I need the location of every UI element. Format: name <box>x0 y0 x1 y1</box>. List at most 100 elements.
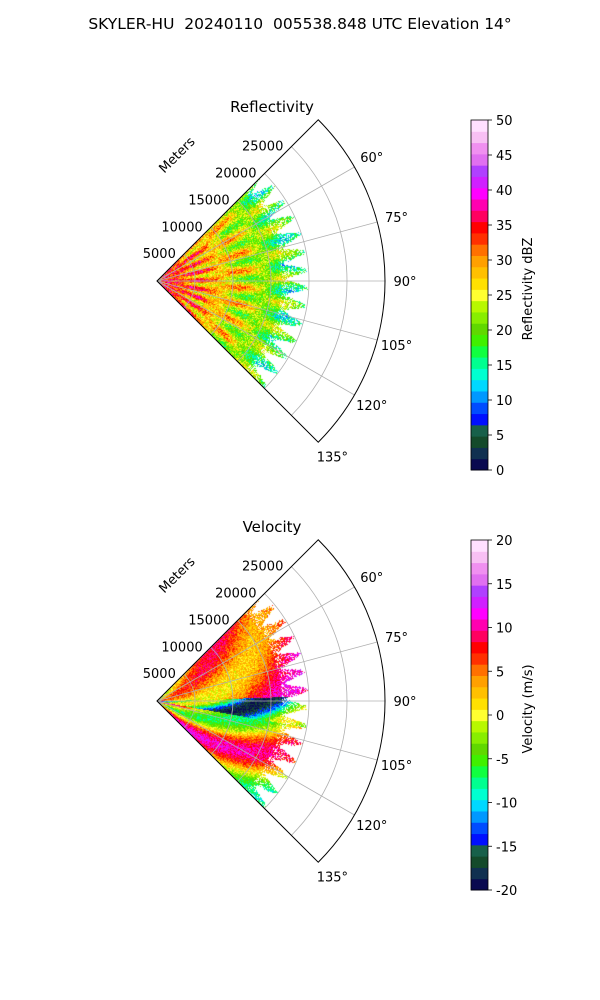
sector-frame <box>156 119 386 443</box>
colorbar-segment <box>471 424 488 437</box>
radar-data-field <box>157 173 309 389</box>
colorbar-segment <box>471 585 488 597</box>
colorbar-segment <box>471 810 488 823</box>
colorbar-segment <box>471 540 488 552</box>
colorbar-segment <box>471 199 488 211</box>
theta-tick-label: 75° <box>385 631 408 646</box>
colorbar-segment <box>471 323 488 336</box>
colorbar-segment <box>471 334 488 347</box>
sector-frame <box>156 539 386 863</box>
theta-tick-label: 60° <box>360 151 383 166</box>
colorbar-segment <box>471 300 488 313</box>
colorbar: -20 -15 -10 -5 0 5 10 15 20 <box>470 534 517 899</box>
colorbar-tick-label: 40 <box>496 184 513 199</box>
colorbar-segment <box>471 345 488 358</box>
colorbar-segment <box>471 221 488 234</box>
range-ring <box>264 593 310 809</box>
colorbar-segment <box>471 458 488 471</box>
range-tick-label: 25000 <box>242 560 283 575</box>
colorbar-tick-label: 30 <box>496 254 513 269</box>
colorbar-segment <box>471 630 488 643</box>
range-tick-label: 20000 <box>215 587 256 602</box>
colorbar-segment <box>471 664 488 676</box>
theta-tick-label: 135° <box>317 450 348 465</box>
colorbar-segment <box>471 278 488 290</box>
colorbar-tick-label: 0 <box>496 464 504 479</box>
range-axis-label: Meters <box>157 554 199 596</box>
colorbar-segment <box>471 607 488 620</box>
range-ring <box>237 620 272 782</box>
colorbar-segment <box>471 878 488 891</box>
theta-tick-label: 105° <box>381 759 412 774</box>
range-ring <box>291 146 348 416</box>
colorbar-segment <box>471 289 488 302</box>
colorbar-segment <box>471 799 488 812</box>
colorbar-segment <box>471 856 488 868</box>
theta-tick-label: 120° <box>356 399 387 414</box>
colorbar-segment <box>471 596 488 609</box>
colorbar-segment <box>471 244 488 256</box>
colorbar-segment <box>471 867 488 880</box>
colorbar-segment <box>471 165 488 177</box>
colorbar-tick-label: 45 <box>496 149 513 164</box>
colorbar-segment <box>471 436 488 448</box>
velocity-plot: Velocity 60° 75° 90° 105° 120° 135° 5000 10000 15… <box>143 518 536 899</box>
colorbar-label: Velocity (m/s) <box>521 664 536 753</box>
colorbar-segment <box>471 709 488 722</box>
range-tick-label: 20000 <box>215 167 256 182</box>
colorbar-segment <box>471 266 488 279</box>
range-ring <box>237 200 272 362</box>
colorbar-tick-label: -5 <box>496 753 509 768</box>
colorbar-segment <box>471 675 488 688</box>
colorbar-segment <box>471 698 488 710</box>
colorbar-tick-label: 25 <box>496 289 513 304</box>
colorbar-tick-label: 5 <box>496 429 504 444</box>
colorbar-segment <box>471 686 488 699</box>
range-ring <box>183 253 196 309</box>
colorbar-tick-label: 10 <box>496 622 513 637</box>
colorbar-segment <box>471 844 488 857</box>
colorbar-segment <box>471 765 488 778</box>
colorbar-segment <box>471 210 488 223</box>
reflectivity-plot: Reflectivity60°75°90°105°120°135°5000100… <box>143 98 536 479</box>
theta-tick-label: 90° <box>393 275 416 290</box>
colorbar-label: Reflectivity dBZ <box>521 238 536 341</box>
velocity-panel: Velocity 60° 75° 90° 105° 120° 135° 5000 10000 15… <box>0 500 600 900</box>
panel-title: Velocity <box>243 518 302 536</box>
reflectivity-panel: Reflectivity 60° 75° 90° 105° 120° 135° 5000 100… <box>0 80 600 480</box>
range-ring <box>210 226 234 336</box>
colorbar-segment <box>471 176 488 189</box>
colorbar-tick-label: 15 <box>496 578 513 593</box>
colorbar-segment <box>471 120 488 132</box>
range-ring <box>264 173 310 389</box>
range-tick-label: 15000 <box>188 193 229 208</box>
colorbar-segment <box>471 402 488 415</box>
colorbar-tick-label: 50 <box>496 114 513 129</box>
range-tick-label: 5000 <box>143 667 176 682</box>
colorbar-segment <box>471 232 488 245</box>
range-ring <box>210 646 234 756</box>
theta-tick-label: 90° <box>393 695 416 710</box>
colorbar-tick-label: 20 <box>496 534 513 549</box>
colorbar-segment <box>471 720 488 733</box>
range-tick-label: 10000 <box>161 220 202 235</box>
range-axis-label: Meters <box>157 134 199 176</box>
colorbar-segment <box>471 562 488 575</box>
theta-tick-label: 135° <box>317 870 348 885</box>
range-tick-label: 25000 <box>242 140 283 155</box>
colorbar-segment <box>471 777 488 789</box>
colorbar-segment <box>471 311 488 324</box>
colorbar-segment <box>471 573 488 586</box>
theta-tick-label: 105° <box>381 339 412 354</box>
colorbar-segment <box>471 754 488 767</box>
colorbar-segment <box>471 368 488 381</box>
colorbar-segment <box>471 131 488 144</box>
colorbar-segment <box>471 551 488 564</box>
colorbar-segment <box>471 652 488 665</box>
range-tick-label: 10000 <box>161 640 202 655</box>
colorbar-segment <box>471 390 488 403</box>
colorbar-tick-label: 20 <box>496 324 513 339</box>
colorbar-tick-label: -10 <box>496 797 517 812</box>
theta-tick-label: 75° <box>385 211 408 226</box>
colorbar-segment <box>471 619 488 631</box>
